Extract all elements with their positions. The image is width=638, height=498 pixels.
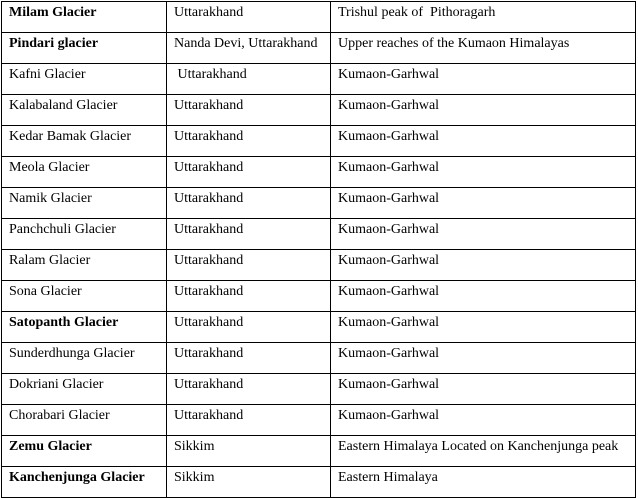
state: Uttarakhand (166, 280, 331, 312)
region: Kumaon-Garhwal (330, 218, 636, 250)
glacier-name: Kafni Glacier (1, 63, 167, 95)
glacier-name: Sunderdhunga Glacier (1, 342, 167, 374)
glacier-name: Kedar Bamak Glacier (1, 125, 167, 157)
glacier-name: Milam Glacier (1, 1, 167, 33)
state: Uttarakhand (166, 404, 331, 436)
region: Kumaon-Garhwal (330, 373, 636, 405)
state: Sikkim (166, 435, 331, 467)
table-row: Kafni Glacier Uttarakhand Kumaon-Garhwal (1, 63, 636, 95)
region: Kumaon-Garhwal (330, 63, 636, 95)
table-row: Chorabari Glacier Uttarakhand Kumaon-Garhw… (1, 404, 636, 436)
table-row: Ralam Glacier Uttarakhand Kumaon-Garhwal (1, 249, 636, 281)
glacier-name: Namik Glacier (1, 187, 167, 219)
glacier-name: Meola Glacier (1, 156, 167, 188)
glacier-name: Pindari glacier (1, 32, 167, 64)
table-row: Kedar Bamak Glacier Uttarakhand Kumaon-Gar… (1, 125, 636, 157)
glacier-name: Ralam Glacier (1, 249, 167, 281)
glacier-name: Zemu Glacier (1, 435, 167, 467)
region: Eastern Himalaya (330, 466, 636, 498)
table-row: Zemu Glacier Sikkim Eastern Himalaya Locat… (1, 435, 636, 467)
table-row: Dokriani Glacier Uttarakhand Kumaon-Garhwa… (1, 373, 636, 405)
glacier-name: Sona Glacier (1, 280, 167, 312)
glacier-name: Panchchuli Glacier (1, 218, 167, 250)
state: Uttarakhand (166, 311, 331, 343)
region: Kumaon-Garhwal (330, 249, 636, 281)
state: Uttarakhand (166, 94, 331, 126)
state: Nanda Devi, Uttarakhand (166, 32, 331, 64)
state: Sikkim (166, 466, 331, 498)
table-row: Kanchenjunga Glacier Sikkim Eastern Himala… (1, 466, 636, 498)
region: Upper reaches of the Kumaon Himalayas (330, 32, 636, 64)
table-row: Satopanth Glacier Uttarakhand Kumaon-Garhw… (1, 311, 636, 343)
table-row: Panchchuli Glacier Uttarakhand Kumaon-Garh… (1, 218, 636, 250)
state: Uttarakhand (166, 218, 331, 250)
region: Eastern Himalaya Located on Kanchenjunga… (330, 435, 636, 467)
region: Kumaon-Garhwal (330, 280, 636, 312)
region: Kumaon-Garhwal (330, 156, 636, 188)
glacier-name: Kalabaland Glacier (1, 94, 167, 126)
glacier-name: Satopanth Glacier (1, 311, 167, 343)
state: Uttarakhand (166, 156, 331, 188)
table-row: Sona Glacier Uttarakhand Kumaon-Garhwal (1, 280, 636, 312)
glacier-name: Dokriani Glacier (1, 373, 167, 405)
region: Kumaon-Garhwal (330, 125, 636, 157)
glacier-name: Chorabari Glacier (1, 404, 167, 436)
state: Uttarakhand (166, 125, 331, 157)
table-row: Milam Glacier Uttarakhand Trishul peak of … (1, 1, 636, 33)
region: Kumaon-Garhwal (330, 342, 636, 374)
state: Uttarakhand (166, 187, 331, 219)
region: Kumaon-Garhwal (330, 311, 636, 343)
state: Uttarakhand (166, 342, 331, 374)
region: Kumaon-Garhwal (330, 94, 636, 126)
state: Uttarakhand (166, 249, 331, 281)
glacier-name: Kanchenjunga Glacier (1, 466, 167, 498)
state: Uttarakhand (166, 63, 331, 95)
table-row: Meola Glacier Uttarakhand Kumaon-Garhwal (1, 156, 636, 188)
table-row: Namik Glacier Uttarakhand Kumaon-Garhwal (1, 187, 636, 219)
table-row: Kalabaland Glacier Uttarakhand Kumaon-Garh… (1, 94, 636, 126)
state: Uttarakhand (166, 373, 331, 405)
region: Trishul peak of Pithoragarh (330, 1, 636, 33)
region: Kumaon-Garhwal (330, 404, 636, 436)
table-row: Sunderdhunga Glacier Uttarakhand Kumaon-Ga… (1, 342, 636, 374)
state: Uttarakhand (166, 1, 331, 33)
region: Kumaon-Garhwal (330, 187, 636, 219)
table-row: Pindari glacier Nanda Devi, Uttarakhand Up… (1, 32, 636, 64)
